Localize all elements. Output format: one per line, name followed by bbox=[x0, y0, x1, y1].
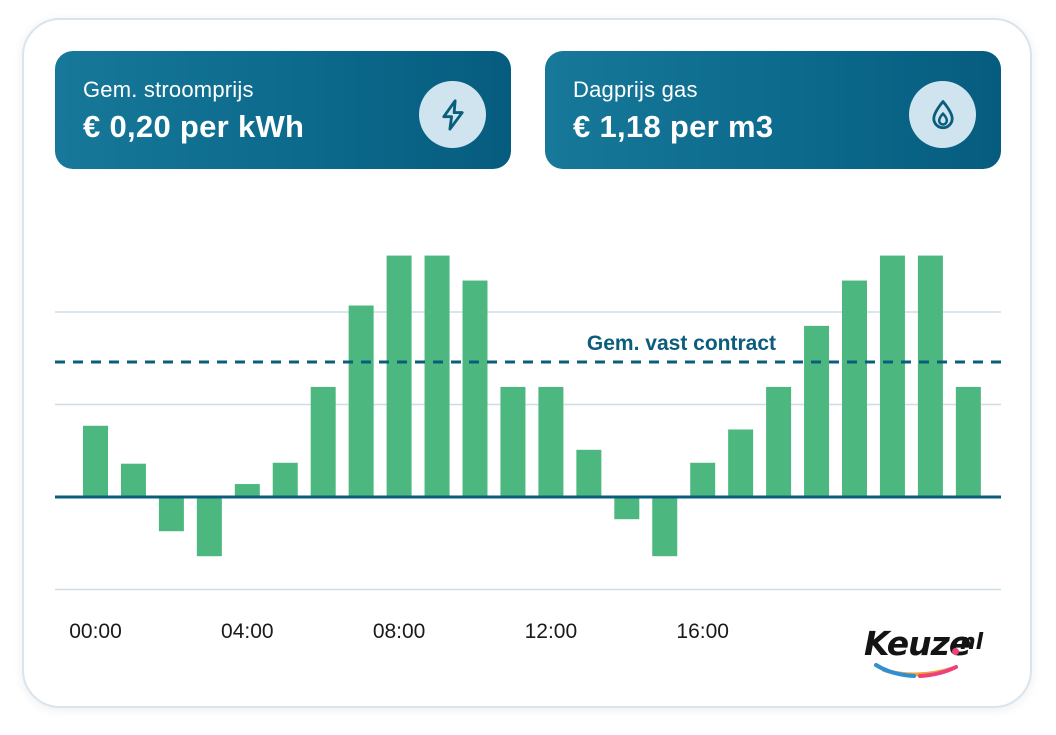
x-tick-label-0400: 04:00 bbox=[221, 620, 274, 643]
bar-1500 bbox=[652, 497, 678, 557]
bar-0000 bbox=[83, 425, 108, 497]
bar-0500 bbox=[272, 462, 298, 497]
bar-0300 bbox=[196, 497, 222, 557]
bar-2000 bbox=[842, 280, 867, 497]
brand-tld: nl bbox=[960, 630, 984, 655]
bar-1900 bbox=[804, 325, 830, 497]
electricity-price-value: € 0,20 per kWh bbox=[83, 109, 305, 144]
bar-0400 bbox=[234, 484, 260, 497]
bar-0900 bbox=[424, 255, 450, 497]
bar-1800 bbox=[766, 386, 792, 497]
bar-1300 bbox=[576, 449, 602, 497]
electricity-price-label: Gem. stroomprijs bbox=[83, 77, 254, 102]
flame-drop-icon bbox=[909, 81, 976, 148]
gas-price-value: € 1,18 per m3 bbox=[573, 109, 774, 144]
bar-0200 bbox=[158, 497, 184, 532]
gas-price-label: Dagprijs gas bbox=[573, 77, 698, 102]
gas-price-card: Dagprijs gas € 1,18 per m3 bbox=[545, 51, 1001, 169]
x-tick-label-0000: 00:00 bbox=[69, 620, 122, 643]
bar-2200 bbox=[917, 255, 943, 497]
bar-0600 bbox=[310, 386, 336, 497]
brand-name: Keuze bbox=[864, 624, 971, 663]
bar-1700 bbox=[728, 429, 754, 497]
electricity-price-card: Gem. stroomprijs € 0,20 per kWh bbox=[55, 51, 511, 169]
bar-0100 bbox=[120, 463, 146, 497]
bar-1100 bbox=[500, 386, 526, 497]
bar-0800 bbox=[386, 255, 412, 497]
bar-1400 bbox=[614, 497, 640, 520]
bar-0700 bbox=[348, 305, 374, 497]
brand-dot bbox=[952, 648, 959, 655]
lightning-bolt-icon bbox=[419, 81, 486, 148]
bar-1000 bbox=[462, 280, 488, 497]
x-tick-label-0800: 08:00 bbox=[373, 620, 426, 643]
x-tick-label-1200: 12:00 bbox=[525, 620, 578, 643]
bar-1600 bbox=[690, 462, 716, 497]
reference-line-label: Gem. vast contract bbox=[587, 332, 776, 355]
keuze-logo: Keuze nl bbox=[862, 620, 1002, 682]
bar-1200 bbox=[538, 386, 564, 497]
bar-2300 bbox=[955, 386, 981, 497]
x-tick-label-1600: 16:00 bbox=[676, 620, 729, 643]
logo-swoosh bbox=[874, 663, 958, 678]
bar-2100 bbox=[879, 255, 905, 497]
